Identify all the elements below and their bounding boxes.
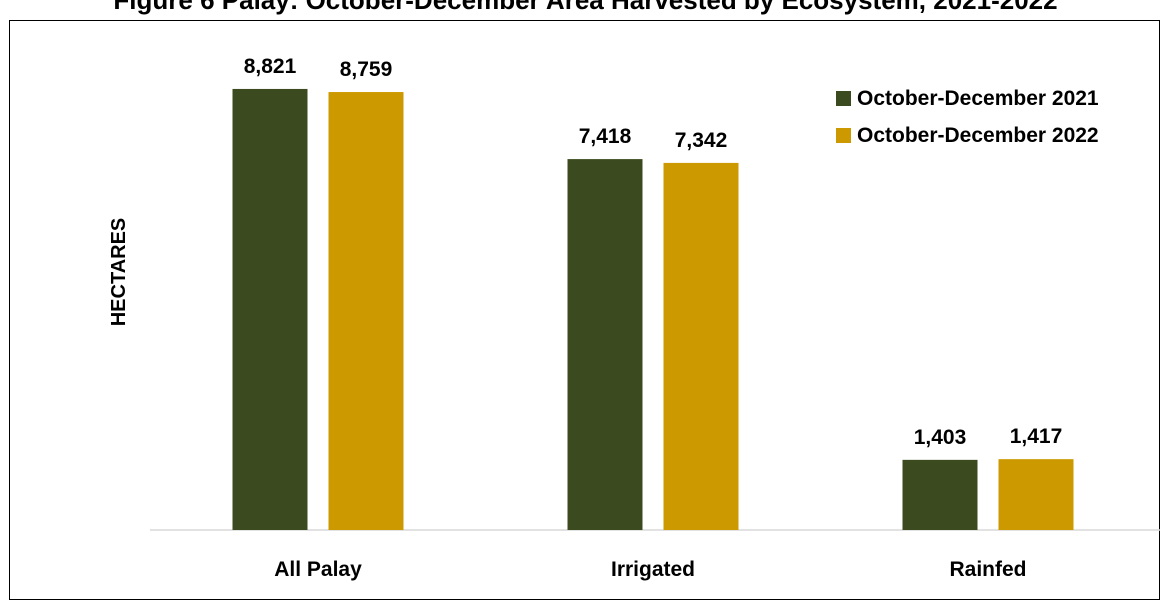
data-labels-group: 8,821 8,759 7,418 7,342 1,403 1,417	[244, 55, 1063, 449]
data-label: 7,418	[579, 125, 632, 148]
category-labels-group: All Palay Irrigated Rainfed	[274, 558, 1026, 581]
legend-swatch	[836, 91, 851, 106]
legend-label: October-December 2022	[857, 124, 1099, 147]
bar-irrigated-series-2	[663, 162, 739, 530]
data-label: 1,403	[914, 426, 967, 449]
data-label: 8,821	[244, 55, 297, 78]
data-label: 1,417	[1010, 425, 1063, 448]
data-label: 8,759	[340, 58, 393, 81]
bar-rainfed-series-2	[998, 459, 1074, 530]
legend-swatch	[836, 128, 851, 143]
legend: October-December 2021 October-December 20…	[836, 87, 1099, 147]
category-label: Irrigated	[611, 558, 695, 581]
bar-all-palay-series-1	[232, 88, 308, 530]
chart-title: Figure 6 Palay: October-December Area Ha…	[113, 0, 1058, 15]
bar-all-palay-series-2	[328, 92, 404, 531]
legend-label: October-December 2021	[857, 87, 1099, 110]
bars-group	[232, 88, 1074, 531]
bar-rainfed-series-1	[902, 459, 978, 530]
category-label: All Palay	[274, 558, 362, 581]
category-label: Rainfed	[949, 558, 1026, 581]
data-label: 7,342	[675, 129, 728, 152]
y-axis-title: HECTARES	[108, 218, 130, 327]
bar-irrigated-series-1	[567, 159, 643, 530]
